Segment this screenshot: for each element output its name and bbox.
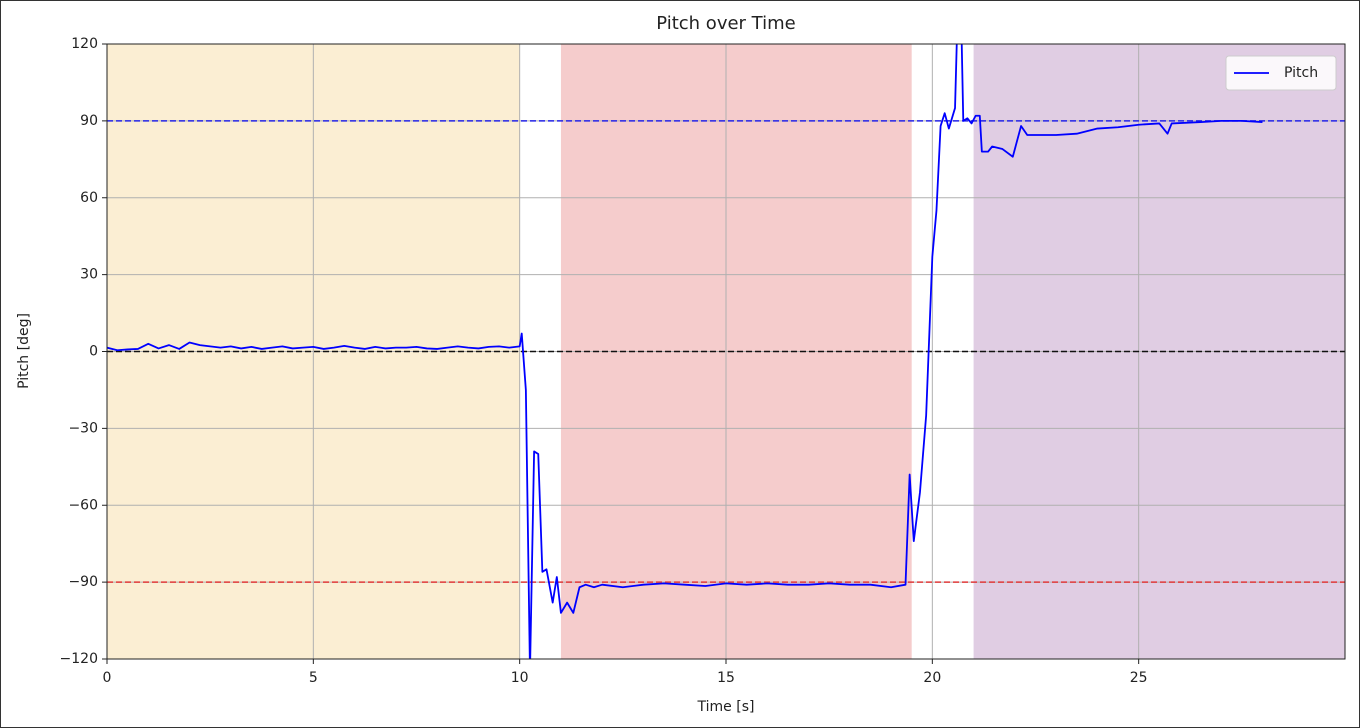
y-tick-label: −60: [68, 497, 98, 513]
data-line: [107, 44, 1263, 659]
y-tick-label: −90: [68, 574, 98, 590]
x-tick-label: 25: [1130, 670, 1148, 686]
axes: 0 5 10 15 20 25 −120 −90 −60 −30 0 30 60 90 120 Pitch: [60, 36, 1346, 686]
y-tick-label: 60: [80, 190, 98, 206]
axes-frame: [106, 43, 1346, 660]
x-tick-label: 15: [717, 670, 735, 686]
plot-area: [107, 44, 1345, 659]
legend-box: [1225, 55, 1337, 91]
y-tick-label: 30: [80, 267, 98, 283]
y-tick-label: 0: [89, 344, 98, 360]
x-tick-label: 0: [103, 670, 112, 686]
y-tick-label: −30: [68, 420, 98, 436]
x-tick-label: 20: [923, 670, 941, 686]
y-tick-label: 90: [80, 113, 98, 129]
x-tick-label: 10: [511, 670, 529, 686]
x-tick-label: 5: [309, 670, 318, 686]
x-axis-label: Time [s]: [697, 699, 755, 715]
y-tick-label: −120: [60, 651, 98, 667]
chart-title: Pitch over Time: [656, 13, 795, 34]
legend-label: Pitch: [1284, 65, 1318, 81]
y-tick-label: 120: [71, 36, 98, 52]
y-axis-label: Pitch [deg]: [16, 313, 32, 389]
